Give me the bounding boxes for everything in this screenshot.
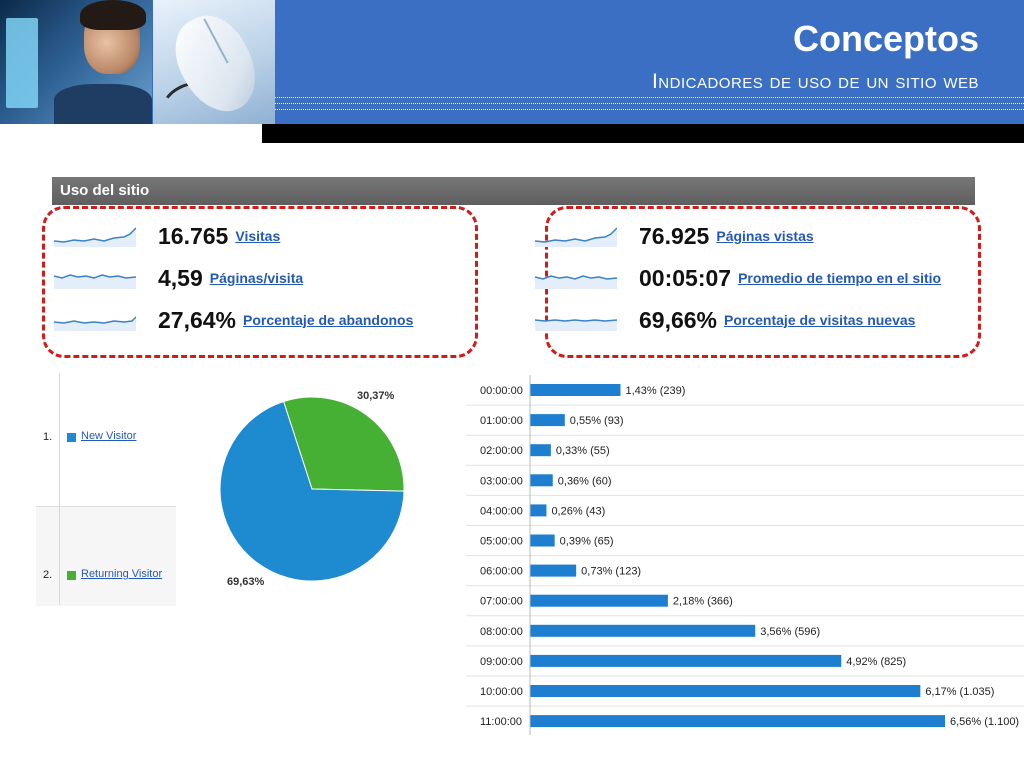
hour-tick-label: 09:00:00 [480, 656, 523, 668]
metric-value: 4,59 [158, 264, 203, 291]
slide-subtitle: Indicadores de uso de un sitio web [651, 70, 979, 93]
bar-data-label: 0,39% (65) [560, 536, 614, 548]
bar-data-label: 2,18% (366) [673, 596, 733, 608]
row-number: 2. [43, 569, 53, 581]
metric-link[interactable]: Páginas/visita [209, 270, 304, 286]
metric-value: 00:05:07 [639, 264, 732, 291]
bar-data-label: 0,36% (60) [558, 475, 612, 487]
metric-link[interactable]: Porcentaje de abandonos [243, 312, 414, 328]
dotted-divider [275, 97, 1024, 98]
table-row: 2. Returning Visitor [36, 506, 176, 606]
slide-title: Conceptos [792, 18, 979, 59]
hour-bar [530, 594, 668, 607]
metric-avg-time-on-site: 00:05:07 Promedio de tiempo en el sitio [535, 261, 941, 295]
pie-label-new: 69,63% [227, 576, 265, 588]
sparkline-icon [54, 227, 136, 247]
usage-heading-bar: Uso del sitio [52, 177, 975, 205]
metric-bounce-rate: 27,64% Porcentaje de abandonos [54, 303, 413, 337]
hour-tick-label: 11:00:00 [480, 716, 522, 728]
hour-tick-label: 06:00:00 [480, 566, 523, 578]
metric-value: 16.765 [158, 222, 229, 249]
visitor-pie-chart: 30,37% 69,63% [205, 380, 435, 595]
slide-header: Conceptos Indicadores de uso de un sitio… [0, 0, 1024, 124]
hour-tick-label: 07:00:00 [480, 596, 523, 608]
usage-heading: Uso del sitio [60, 182, 150, 199]
hour-bar [530, 504, 547, 517]
metric-link[interactable]: Promedio de tiempo en el sitio [738, 270, 942, 286]
highlight-box-left [42, 206, 478, 358]
bar-chart-svg: 00:00:00 1,43% (239) 01:00:00 0,55% (93) 02:… [466, 375, 1024, 737]
dotted-divider [275, 109, 1024, 110]
hour-bar [530, 474, 553, 487]
sparkline-icon [535, 319, 617, 331]
metric-new-visits: 69,66% Porcentaje de visitas nuevas [535, 303, 915, 337]
hour-tick-label: 02:00:00 [480, 445, 523, 457]
hour-tick-label: 08:00:00 [480, 626, 523, 638]
bar-data-label: 0,73% (123) [581, 566, 641, 578]
hour-tick-label: 00:00:00 [480, 385, 523, 397]
hour-tick-label: 03:00:00 [480, 475, 523, 487]
hour-bar [530, 414, 565, 427]
bar-data-label: 0,55% (93) [570, 415, 624, 427]
hour-bar [530, 384, 621, 396]
metric-link[interactable]: Porcentaje de visitas nuevas [724, 312, 916, 328]
metric-visits: 16.765 Visitas [54, 219, 280, 253]
hour-tick-label: 01:00:00 [480, 415, 523, 427]
hourly-visits-bar-chart: 00:00:00 1,43% (239) 01:00:00 0,55% (93) 02:… [466, 375, 1024, 737]
hour-bar [530, 624, 756, 637]
hour-bar [530, 564, 577, 577]
new-visitor-link[interactable]: New Visitor [81, 430, 137, 442]
hour-tick-label: 05:00:00 [480, 536, 523, 548]
hour-tick-label: 10:00:00 [480, 686, 523, 698]
metric-pageviews: 76.925 Páginas vistas [535, 219, 814, 253]
pie-slice-new-visitor [219, 400, 405, 582]
bar-data-label: 6,17% (1.035) [925, 686, 994, 698]
pie-slice-returning-visitor [282, 396, 405, 492]
pie-svg [219, 396, 405, 582]
dotted-divider [275, 103, 1024, 104]
bar-data-label: 1,43% (239) [625, 385, 685, 397]
bar-data-label: 4,92% (825) [846, 656, 906, 668]
hour-bar [530, 715, 945, 728]
metric-pages-per-visit: 4,59 Páginas/visita [54, 261, 303, 295]
legend-swatch-new [67, 433, 76, 442]
metric-value: 76.925 [639, 222, 710, 249]
bar-data-label: 0,33% (55) [556, 445, 610, 457]
arm-shape [54, 84, 152, 124]
metric-link[interactable]: Páginas vistas [716, 228, 814, 244]
hour-tick-label: 04:00:00 [480, 505, 523, 517]
header-black-bar [262, 124, 1024, 143]
sparkline-icon [54, 316, 136, 331]
sparkline-icon [535, 275, 617, 289]
returning-visitor-link[interactable]: Returning Visitor [81, 568, 163, 580]
hour-bar [530, 654, 842, 667]
legend-swatch-returning [67, 571, 76, 580]
metric-value: 27,64% [158, 306, 237, 333]
bar-data-label: 6,56% (1.100) [950, 716, 1019, 728]
bar-data-label: 3,56% (596) [760, 626, 820, 638]
metric-value: 69,66% [639, 306, 718, 333]
hour-bar [530, 444, 551, 457]
person-at-computer-photo [0, 0, 152, 124]
sparkline-icon [535, 227, 617, 247]
metric-link[interactable]: Visitas [235, 228, 281, 244]
monitor-shape [6, 18, 38, 108]
hair-shape [80, 0, 146, 30]
visitor-type-table: 1. New Visitor 2. Returning Visitor [36, 373, 176, 606]
hour-bar [530, 534, 555, 547]
computer-mouse-photo [153, 0, 275, 124]
bar-data-label: 0,26% (43) [551, 505, 605, 517]
hour-bar [530, 685, 921, 697]
row-number: 1. [43, 431, 53, 443]
sparkline-icon [54, 274, 136, 289]
table-column-divider [59, 373, 60, 605]
table-row: 1. New Visitor [36, 373, 176, 505]
pie-label-returning: 30,37% [357, 390, 395, 402]
